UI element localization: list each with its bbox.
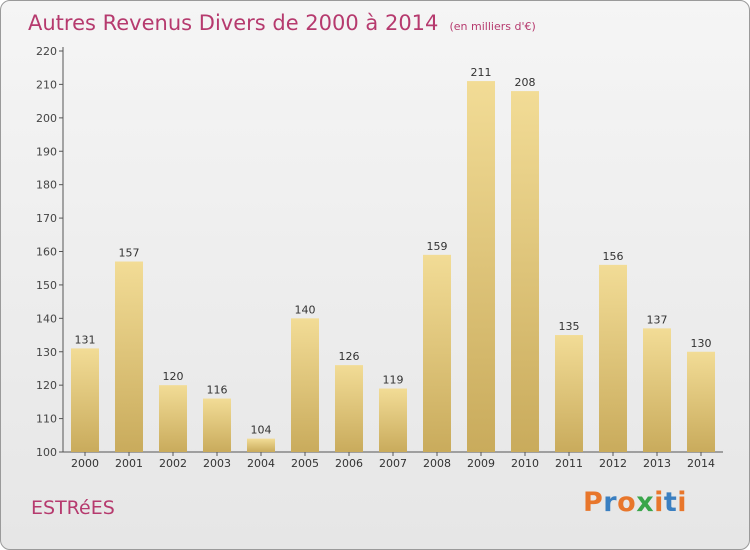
bar bbox=[71, 348, 99, 452]
chart-axes: 100 110 120 130 140 150 160 170 180 190 200 210 220 bbox=[36, 45, 723, 459]
bar bbox=[467, 81, 495, 452]
bar bbox=[335, 365, 363, 452]
bar bbox=[555, 335, 583, 452]
x-tick-label: 2008 bbox=[423, 457, 451, 470]
x-tick-label: 2012 bbox=[599, 457, 627, 470]
bar bbox=[423, 254, 451, 452]
x-tick-label: 2013 bbox=[643, 457, 671, 470]
bar-value-label: 159 bbox=[427, 240, 448, 253]
x-tick-label: 2004 bbox=[247, 457, 275, 470]
y-tick-label: 220 bbox=[36, 45, 57, 58]
title-row: Autres Revenus Divers de 2000 à 2014 (en… bbox=[28, 11, 536, 35]
bar bbox=[203, 398, 231, 452]
bar bbox=[291, 318, 319, 452]
bar bbox=[687, 351, 715, 452]
x-tick-label: 2009 bbox=[467, 457, 495, 470]
x-tick-label: 2005 bbox=[291, 457, 319, 470]
x-tick-label: 2006 bbox=[335, 457, 363, 470]
y-tick-label: 160 bbox=[36, 246, 57, 259]
x-tick-label: 2010 bbox=[511, 457, 539, 470]
y-tick-label: 150 bbox=[36, 279, 57, 292]
chart-labels: 131 2000 157 2001 120 2002 116 2003 104 2004 140 20… bbox=[71, 66, 715, 470]
x-tick-label: 2001 bbox=[115, 457, 143, 470]
bar-value-label: 131 bbox=[75, 333, 96, 346]
y-tick-label: 200 bbox=[36, 112, 57, 125]
x-tick-label: 2014 bbox=[687, 457, 715, 470]
bar-value-label: 116 bbox=[207, 384, 228, 397]
bar-value-label: 135 bbox=[559, 320, 580, 333]
y-tick-label: 110 bbox=[36, 413, 57, 426]
y-tick-label: 180 bbox=[36, 179, 57, 192]
chart-subtitle: (en milliers d'€) bbox=[449, 20, 536, 33]
x-tick-label: 2002 bbox=[159, 457, 187, 470]
logo-letter: t bbox=[663, 487, 678, 518]
bar bbox=[115, 261, 143, 452]
logo-letter: P bbox=[583, 487, 604, 518]
logo-letter: x bbox=[636, 487, 655, 518]
bar bbox=[247, 438, 275, 452]
y-tick-label: 140 bbox=[36, 312, 57, 325]
y-tick-label: 190 bbox=[36, 145, 57, 158]
x-tick-label: 2007 bbox=[379, 457, 407, 470]
logo-letter: o bbox=[617, 487, 637, 518]
proxiti-logo[interactable]: Proxiti bbox=[583, 487, 687, 518]
commune-name: ESTRéES bbox=[31, 497, 115, 519]
y-tick-label: 120 bbox=[36, 379, 57, 392]
bar-value-label: 156 bbox=[603, 250, 624, 263]
bar bbox=[511, 91, 539, 452]
chart-title: Autres Revenus Divers de 2000 à 2014 bbox=[28, 11, 439, 35]
bar-value-label: 140 bbox=[295, 303, 316, 316]
bar-value-label: 130 bbox=[691, 337, 712, 350]
y-tick-label: 170 bbox=[36, 212, 57, 225]
bar bbox=[379, 388, 407, 452]
x-tick-label: 2003 bbox=[203, 457, 231, 470]
bar-value-label: 104 bbox=[251, 424, 272, 437]
bar-value-label: 137 bbox=[647, 313, 668, 326]
x-tick-label: 2000 bbox=[71, 457, 99, 470]
y-tick-label: 210 bbox=[36, 78, 57, 91]
bar bbox=[159, 385, 187, 452]
y-tick-label: 100 bbox=[36, 446, 57, 459]
bar bbox=[643, 328, 671, 452]
bar-value-label: 157 bbox=[119, 247, 140, 260]
chart-bars bbox=[71, 81, 715, 452]
x-tick-label: 2011 bbox=[555, 457, 583, 470]
logo-letter: i bbox=[677, 487, 688, 518]
bar bbox=[599, 264, 627, 452]
bar-value-label: 211 bbox=[471, 66, 492, 79]
bar-value-label: 120 bbox=[163, 370, 184, 383]
y-tick-label: 130 bbox=[36, 346, 57, 359]
bar-value-label: 119 bbox=[383, 374, 404, 387]
logo-letter: r bbox=[603, 487, 618, 518]
logo-letter: i bbox=[654, 487, 664, 518]
bar-value-label: 126 bbox=[339, 350, 360, 363]
bar-value-label: 208 bbox=[515, 76, 536, 89]
